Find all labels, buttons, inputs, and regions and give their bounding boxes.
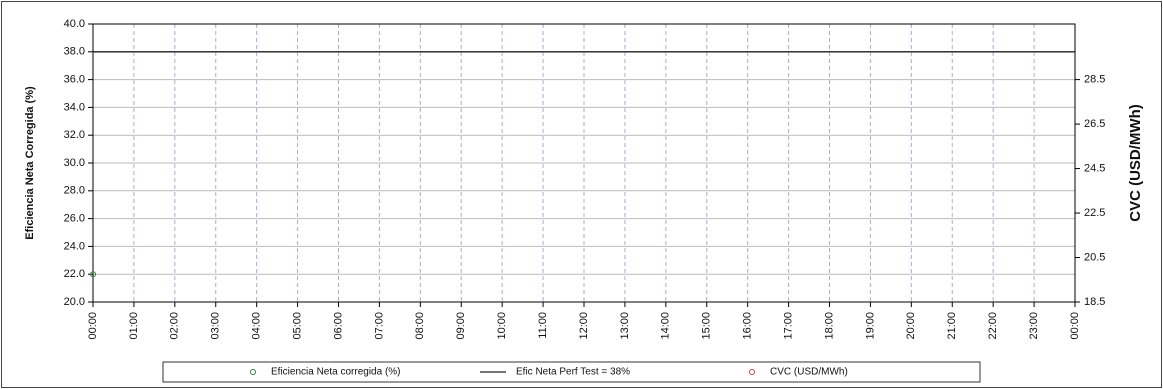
x-tick-label: 20:00 (905, 312, 917, 340)
data-point (90, 271, 96, 278)
x-tick-label: 18:00 (823, 312, 835, 340)
legend-label: Efic Neta Perf Test = 38% (516, 367, 630, 378)
x-tick-label: 10:00 (496, 312, 508, 340)
x-tick-label: 00:00 (87, 312, 99, 340)
legend (162, 361, 981, 383)
y-tick-label: 20.0 (64, 296, 85, 308)
y2-tick-label: 18.5 (1084, 296, 1105, 308)
y2-tick-label: 22.5 (1084, 207, 1105, 219)
y2-tick-label: 26.5 (1084, 118, 1105, 130)
y-axis-label: Eficiencia Neta Corregida (%) (24, 86, 36, 240)
y-tick-label: 38.0 (64, 46, 85, 58)
plot-area (92, 23, 1076, 303)
x-tick-label: 15:00 (701, 312, 713, 340)
legend-label: Eficiencia Neta corregida (%) (271, 367, 401, 378)
x-tick-label: 05:00 (291, 312, 303, 340)
y-tick-label: 22.0 (64, 268, 85, 280)
x-tick-label: 08:00 (414, 312, 426, 340)
y-tick-label: 28.0 (64, 185, 85, 197)
y-tick-label: 32.0 (64, 129, 85, 141)
x-tick-label: 11:00 (537, 312, 549, 339)
x-tick-label: 23:00 (1028, 312, 1040, 340)
y-tick-label: 40.0 (64, 18, 85, 30)
x-tick-label: 13:00 (619, 312, 631, 340)
y-tick-label: 26.0 (64, 213, 85, 225)
x-tick-label: 17:00 (782, 312, 794, 340)
y-tick-label: 24.0 (64, 240, 85, 252)
x-tick-label: 14:00 (660, 312, 672, 340)
y-tick-label: 30.0 (64, 157, 85, 169)
y-tick-label: 36.0 (64, 74, 85, 86)
y2-tick-label: 20.5 (1084, 251, 1105, 263)
legend-swatch (250, 369, 256, 375)
x-tick-label: 19:00 (864, 312, 876, 340)
x-tick-label: 12:00 (578, 312, 590, 340)
y2-tick-label: 28.5 (1084, 74, 1105, 86)
x-tick-label: 21:00 (946, 312, 958, 340)
x-tick-label: 07:00 (373, 312, 385, 340)
x-tick-label: 00:00 (1069, 312, 1081, 340)
legend-label: CVC (USD/MWh) (770, 367, 848, 378)
x-tick-label: 04:00 (251, 312, 263, 340)
legend-swatch (749, 369, 755, 375)
y2-tick-label: 24.5 (1084, 162, 1105, 174)
y2-axis-label: CVC (USD/MWh) (1127, 104, 1144, 221)
x-tick-label: 01:00 (128, 312, 140, 340)
x-tick-label: 22:00 (987, 312, 999, 340)
y-tick-label: 34.0 (64, 101, 85, 113)
x-tick-label: 03:00 (210, 312, 222, 340)
x-tick-label: 16:00 (742, 312, 754, 340)
x-tick-label: 06:00 (332, 312, 344, 340)
x-tick-label: 02:00 (169, 312, 181, 340)
x-tick-label: 09:00 (455, 312, 467, 340)
